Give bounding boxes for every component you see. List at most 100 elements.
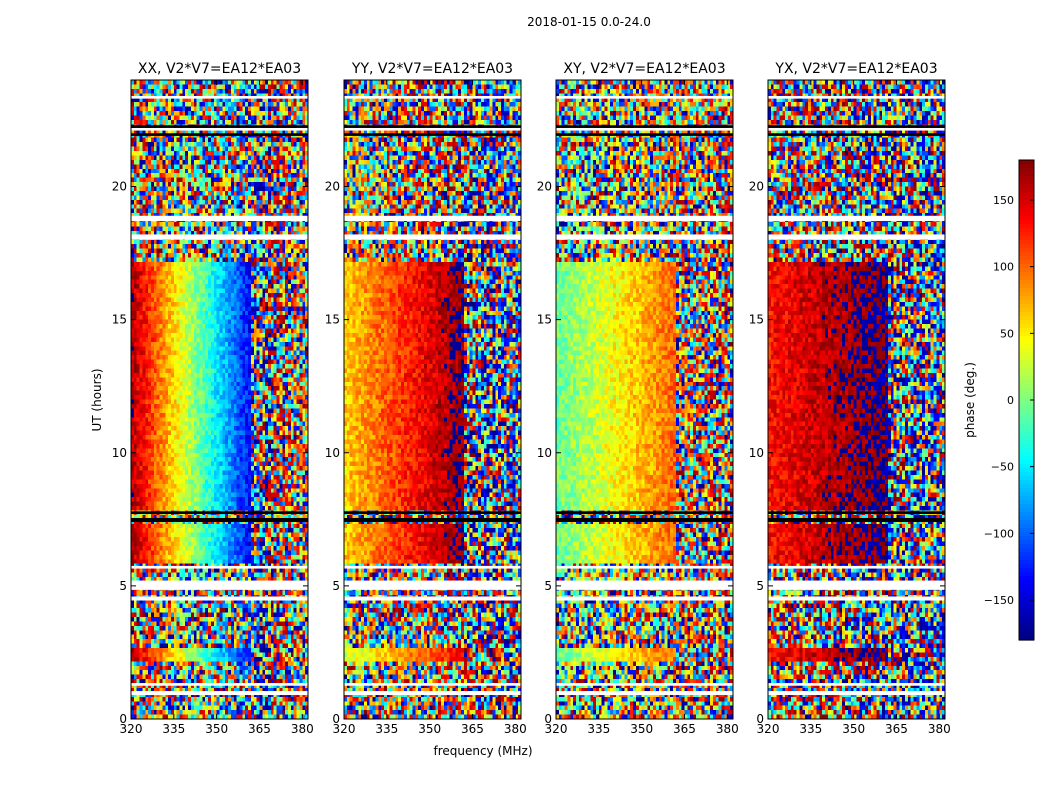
colorbar-tick-label: 100 <box>993 261 1014 274</box>
colorbar-segment <box>1019 480 1034 485</box>
x-tick-label: 380 <box>716 722 739 736</box>
x-tick-label: 335 <box>587 722 610 736</box>
colorbar-segment <box>1019 364 1034 369</box>
colorbar-segment <box>1019 416 1034 421</box>
x-tick-label: 350 <box>842 722 865 736</box>
colorbar-segment <box>1019 548 1034 553</box>
colorbar-segment <box>1019 564 1034 569</box>
x-tick-label: 320 <box>545 722 568 736</box>
colorbar-segment <box>1019 188 1034 193</box>
x-tick-label: 380 <box>928 722 951 736</box>
y-tick-label: 10 <box>749 446 764 460</box>
colorbar-segment <box>1019 248 1034 253</box>
y-axis-label: UT (hours) <box>90 368 104 431</box>
dark-band <box>131 125 308 128</box>
dark-band <box>131 511 308 514</box>
colorbar-segment <box>1019 392 1034 397</box>
blank-band <box>131 580 308 590</box>
blank-band <box>344 683 521 686</box>
colorbar-tick-label: 0 <box>1007 394 1014 407</box>
blank-band <box>768 683 945 686</box>
blank-band <box>768 596 945 601</box>
dark-band <box>131 133 308 136</box>
x-tick-label: 380 <box>291 722 314 736</box>
blank-band <box>344 95 521 99</box>
colorbar-segment <box>1019 448 1034 453</box>
blank-band <box>768 127 945 131</box>
dark-band <box>344 133 521 136</box>
blank-band <box>768 215 945 222</box>
x-tick-label: 350 <box>205 722 228 736</box>
colorbar-segment <box>1019 536 1034 541</box>
panel-frame <box>343 79 522 720</box>
colorbar-segment <box>1019 256 1034 261</box>
colorbar-segment <box>1019 396 1034 401</box>
colorbar-segment <box>1019 568 1034 573</box>
y-tick-label: 5 <box>544 579 552 593</box>
colorbar-segment <box>1019 496 1034 501</box>
blank-band <box>768 234 945 240</box>
colorbar-segment <box>1019 460 1034 465</box>
colorbar-segment <box>1019 300 1034 305</box>
colorbar-segment <box>1019 576 1034 581</box>
x-tick-label: 335 <box>375 722 398 736</box>
x-tick-label: 350 <box>630 722 653 736</box>
colorbar-segment <box>1019 292 1034 297</box>
colorbar-segment <box>1019 252 1034 257</box>
colorbar-segment <box>1019 524 1034 529</box>
colorbar-segment <box>1019 220 1034 225</box>
colorbar-segment <box>1019 436 1034 441</box>
y-tick-label: 15 <box>537 313 552 327</box>
colorbar-segment <box>1019 584 1034 589</box>
dark-band <box>768 511 945 514</box>
y-tick-label: 5 <box>756 579 764 593</box>
colorbar-segment <box>1019 208 1034 213</box>
colorbar-segment <box>1019 304 1034 309</box>
dark-band <box>768 125 945 128</box>
colorbar-segment <box>1019 428 1034 433</box>
x-tick-label: 320 <box>333 722 356 736</box>
colorbar-tick-label: −50 <box>991 461 1014 474</box>
blank-band <box>344 596 521 601</box>
blank-band <box>768 691 945 696</box>
colorbar-segment <box>1019 636 1034 641</box>
y-tick-label: 5 <box>332 579 340 593</box>
colorbar-segment <box>1019 488 1034 493</box>
colorbar-segment <box>1019 604 1034 609</box>
blank-band <box>556 565 733 569</box>
y-tick-label: 20 <box>325 180 340 194</box>
panel-yx: YX, V2*V7=EA12*EA03 320 335 350 365 380 0 5 10 15… <box>749 61 951 736</box>
colorbar-tick-label: 150 <box>993 194 1014 207</box>
blank-band <box>131 234 308 240</box>
colorbar-segment <box>1019 160 1034 165</box>
colorbar-segment <box>1019 212 1034 217</box>
y-tick-label: 10 <box>112 446 127 460</box>
dark-band <box>344 517 521 522</box>
colorbar-segment <box>1019 376 1034 381</box>
y-tick-label: 0 <box>756 712 764 726</box>
blank-band <box>131 683 308 686</box>
colorbar-segment <box>1019 228 1034 233</box>
panel-xx: XX, V2*V7=EA12*EA03 320 335 350 365 380 0 5 10 15… <box>112 61 314 736</box>
heatmap-xy <box>556 80 733 719</box>
figure-suptitle: 2018-01-15 0.0-24.0 <box>527 15 651 29</box>
colorbar-segment <box>1019 596 1034 601</box>
dark-band <box>768 517 945 522</box>
colorbar-segment <box>1019 616 1034 621</box>
x-tick-label: 380 <box>504 722 527 736</box>
colorbar-tick-label: 50 <box>1000 327 1014 340</box>
colorbar-segment <box>1019 404 1034 409</box>
heatmap-yy <box>344 80 521 719</box>
colorbar-segment <box>1019 476 1034 481</box>
colorbar-segment <box>1019 552 1034 557</box>
y-tick-label: 10 <box>537 446 552 460</box>
x-tick-label: 335 <box>799 722 822 736</box>
colorbar-segment <box>1019 492 1034 497</box>
colorbar-segment <box>1019 528 1034 533</box>
blank-band <box>344 565 521 569</box>
blank-band <box>556 127 733 131</box>
y-tick-label: 0 <box>544 712 552 726</box>
colorbar-segment <box>1019 184 1034 189</box>
colorbar-segment <box>1019 284 1034 289</box>
